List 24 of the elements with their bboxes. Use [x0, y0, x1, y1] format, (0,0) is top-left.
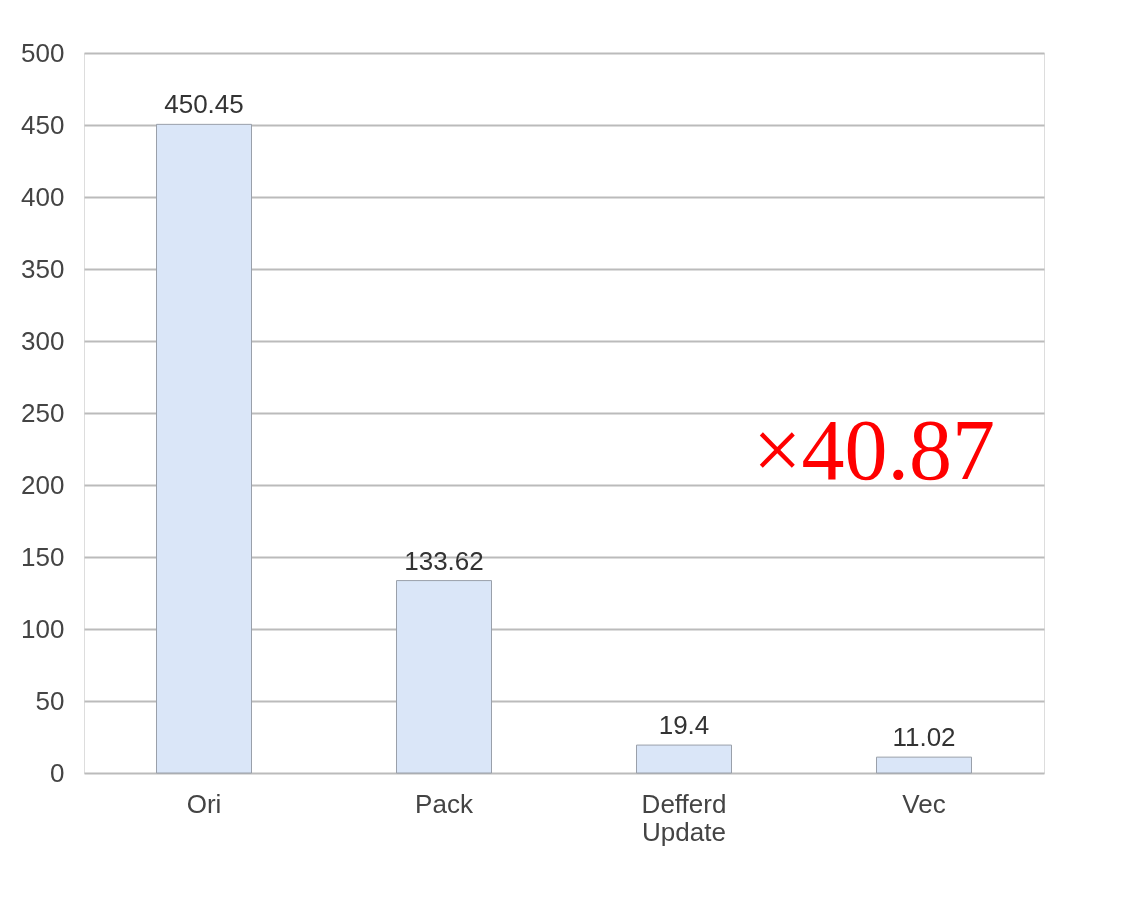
y-tick-label: 250	[21, 397, 65, 428]
y-tick-label: 450	[21, 109, 65, 140]
data-label: 11.02	[892, 722, 956, 753]
x-tick-label: Ori	[186, 788, 222, 819]
x-tick-label: Vec	[902, 788, 946, 819]
y-tick-label: 100	[21, 613, 65, 644]
y-tick-label: 300	[21, 325, 65, 356]
y-tick-label: 150	[21, 541, 65, 572]
y-tick-label: 500	[21, 37, 65, 68]
data-label: 19.4	[658, 710, 710, 741]
bar	[876, 756, 972, 774]
x-tick-label: Pack	[415, 788, 474, 819]
bar	[156, 123, 252, 774]
data-label: 450.45	[164, 89, 244, 120]
bar	[636, 744, 732, 774]
data-label: 133.62	[404, 545, 484, 576]
y-tick-label: 350	[21, 253, 65, 284]
y-tick-label: 0	[50, 757, 65, 788]
x-tick-label: Defferd Update	[641, 788, 727, 847]
bar	[396, 580, 492, 774]
annotation: ×40.87	[752, 402, 996, 498]
y-tick-label: 50	[35, 685, 65, 716]
y-tick-label: 200	[21, 469, 65, 500]
y-tick-label: 400	[21, 181, 65, 212]
